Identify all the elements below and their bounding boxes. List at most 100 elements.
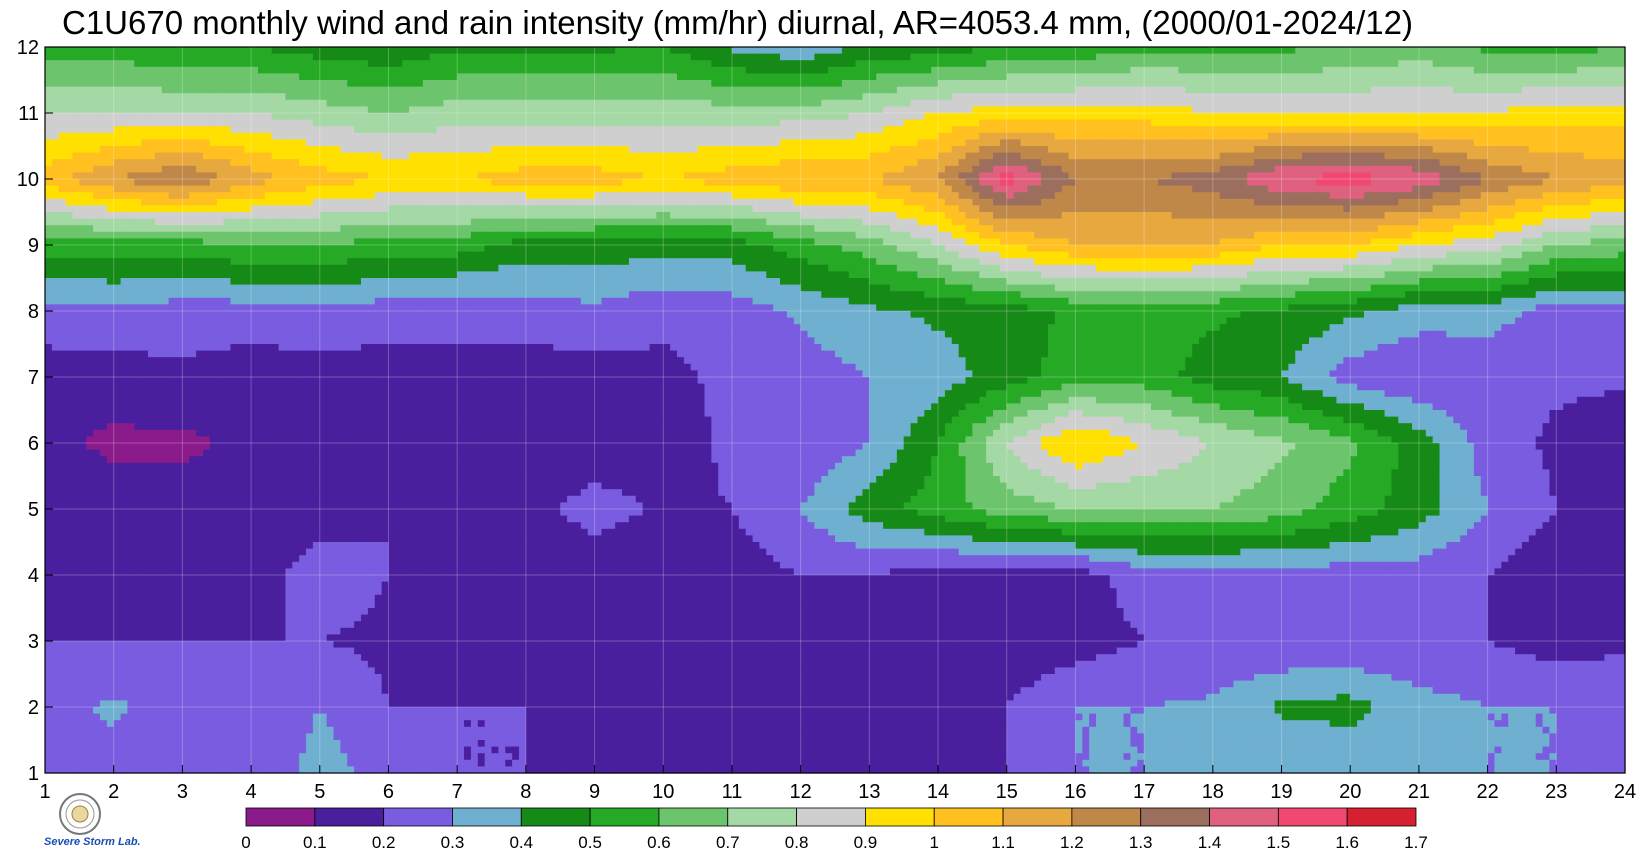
heat-cell: [1508, 166, 1515, 173]
heat-cell: [622, 139, 629, 146]
heat-cell: [608, 47, 615, 54]
heat-cell: [883, 179, 890, 186]
heat-cell: [1604, 87, 1611, 94]
heat-cell: [155, 179, 162, 186]
heat-cell: [1412, 166, 1419, 173]
heat-cell: [1481, 67, 1488, 74]
heat-cell: [1426, 100, 1433, 107]
heat-cell: [66, 120, 73, 127]
heat-cell: [1151, 47, 1158, 54]
heat-cell: [1467, 60, 1474, 67]
heat-cell: [787, 54, 794, 61]
heat-cell: [251, 139, 258, 146]
heat-cell: [237, 126, 244, 133]
heat-cell: [794, 113, 801, 120]
heat-cell: [464, 67, 471, 74]
heat-cell: [1000, 73, 1007, 80]
heat-cell: [1467, 73, 1474, 80]
heat-cell: [1343, 47, 1350, 54]
heat-cell: [1440, 120, 1447, 127]
heat-cell: [1020, 47, 1027, 54]
heat-cell: [340, 47, 347, 54]
heat-cell: [299, 93, 306, 100]
heat-cell: [814, 93, 821, 100]
heat-cell: [972, 67, 979, 74]
heat-cell: [210, 179, 217, 186]
heat-cell: [1364, 146, 1371, 153]
heat-cell: [430, 153, 437, 160]
heat-cell: [890, 179, 897, 186]
heat-cell: [107, 133, 114, 140]
heat-cell: [1069, 60, 1076, 67]
heat-cell: [505, 100, 512, 107]
heat-cell: [1398, 87, 1405, 94]
heat-cell: [402, 87, 409, 94]
heat-cell: [1165, 159, 1172, 166]
heat-cell: [1549, 120, 1556, 127]
heat-cell: [59, 67, 66, 74]
heat-cell: [347, 166, 354, 173]
heat-cell: [842, 93, 849, 100]
heat-cell: [169, 120, 176, 127]
heat-cell: [574, 166, 581, 173]
heat-cell: [560, 146, 567, 153]
heat-cell: [684, 113, 691, 120]
heat-cell: [1220, 60, 1227, 67]
heat-cell: [1034, 113, 1041, 120]
heat-cell: [1103, 179, 1110, 186]
heat-cell: [127, 87, 134, 94]
heat-cell: [1494, 87, 1501, 94]
heat-cell: [1110, 60, 1117, 67]
heat-cell: [196, 133, 203, 140]
heat-cell: [93, 133, 100, 140]
heat-cell: [787, 133, 794, 140]
heat-cell: [1323, 93, 1330, 100]
heat-cell: [1426, 126, 1433, 133]
heat-cell: [334, 139, 341, 146]
heat-cell: [100, 153, 107, 160]
heat-cell: [849, 179, 856, 186]
heat-cell: [134, 139, 141, 146]
heat-cell: [368, 179, 375, 186]
heat-cell: [107, 80, 114, 87]
heat-cell: [1543, 87, 1550, 94]
heat-cell: [251, 120, 258, 127]
heat-cell: [1357, 100, 1364, 107]
heat-cell: [189, 133, 196, 140]
heat-cell: [938, 126, 945, 133]
heat-cell: [1591, 54, 1598, 61]
heat-cell: [1522, 153, 1529, 160]
heat-cell: [519, 100, 526, 107]
heat-cell: [945, 54, 952, 61]
heat-cell: [1584, 120, 1591, 127]
heat-cell: [540, 146, 547, 153]
heat-cell: [1117, 126, 1124, 133]
heat-cell: [1055, 166, 1062, 173]
heat-cell: [1185, 153, 1192, 160]
heat-cell: [66, 113, 73, 120]
heat-cell: [230, 47, 237, 54]
heat-cell: [1371, 47, 1378, 54]
heat-cell: [979, 146, 986, 153]
heat-cell: [320, 60, 327, 67]
heat-cell: [546, 73, 553, 80]
heat-cell: [52, 60, 59, 67]
heat-cell: [698, 80, 705, 87]
heat-cell: [162, 54, 169, 61]
heat-cell: [203, 139, 210, 146]
heat-cell: [574, 139, 581, 146]
heat-cell: [1405, 54, 1412, 61]
heat-cell: [766, 126, 773, 133]
heat-cell: [828, 47, 835, 54]
heat-cell: [753, 166, 760, 173]
heat-cell: [1075, 67, 1082, 74]
heat-cell: [1488, 67, 1495, 74]
heat-cell: [732, 67, 739, 74]
heat-cell: [622, 179, 629, 186]
heat-cell: [931, 60, 938, 67]
heat-cell: [272, 54, 279, 61]
heat-cell: [1309, 133, 1316, 140]
heat-cell: [485, 87, 492, 94]
heat-cell: [684, 47, 691, 54]
heat-cell: [423, 146, 430, 153]
